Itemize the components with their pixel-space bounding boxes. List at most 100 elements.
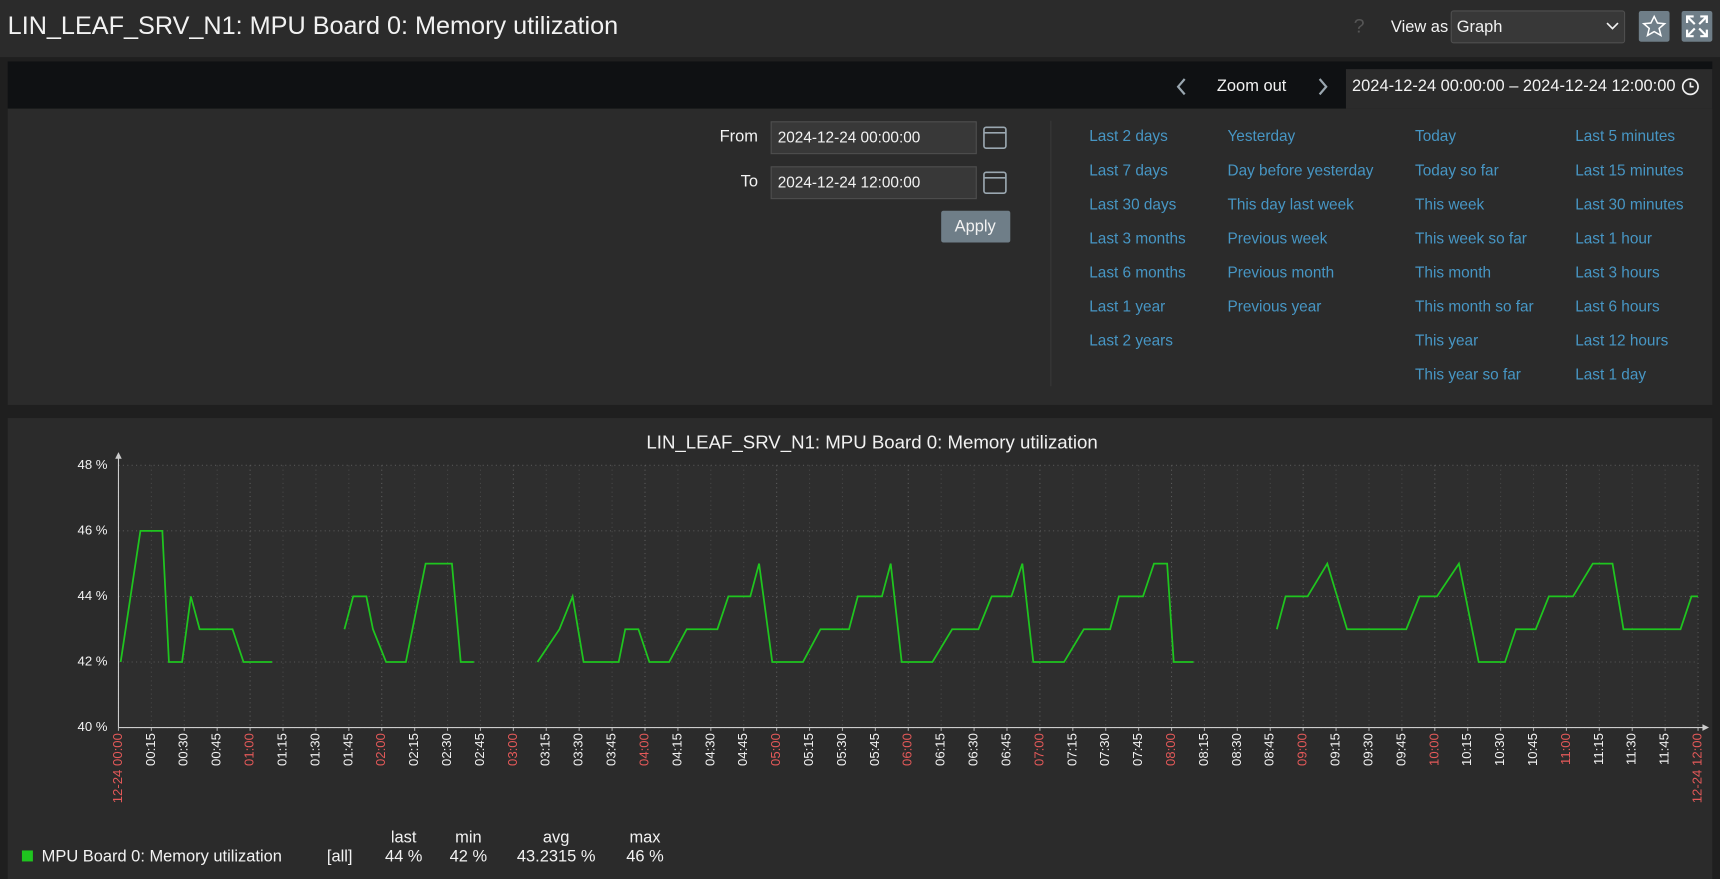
- legend-stat-header: min: [455, 829, 481, 847]
- from-calendar[interactable]: [983, 126, 1007, 149]
- quick-range-link[interactable]: Previous year: [1227, 298, 1321, 315]
- x-tick-label: 05:30: [834, 733, 849, 766]
- quick-range-link[interactable]: Last 1 day: [1575, 366, 1646, 383]
- quick-range-link[interactable]: This week so far: [1415, 230, 1527, 247]
- x-tick-label: 05:15: [801, 733, 816, 766]
- quick-range-link[interactable]: Last 15 minutes: [1575, 162, 1684, 179]
- quick-range-link[interactable]: Last 30 minutes: [1575, 196, 1684, 213]
- x-tick-label: 03:00: [505, 733, 520, 766]
- next-arrow[interactable]: [1318, 78, 1328, 96]
- quick-range-link[interactable]: Day before yesterday: [1227, 162, 1373, 179]
- quick-range-link[interactable]: Today so far: [1415, 162, 1499, 179]
- quick-range-link[interactable]: Last 3 hours: [1575, 264, 1660, 281]
- apply-button[interactable]: [941, 210, 1011, 243]
- zoom-out[interactable]: Zoom out: [1217, 77, 1287, 95]
- quick-range-link[interactable]: This month: [1415, 264, 1491, 281]
- from-value: 2024-12-24 00:00:00: [778, 129, 921, 146]
- x-tick-label: 00:15: [143, 733, 158, 766]
- y-tick-label: 48 %: [78, 457, 108, 472]
- filter-panel: [7, 108, 1713, 405]
- x-tick-label: 10:15: [1459, 733, 1474, 766]
- x-tick-label: 04:15: [669, 733, 684, 766]
- quick-range-link[interactable]: This week: [1415, 196, 1484, 213]
- time-tab[interactable]: [1345, 69, 1713, 109]
- x-axis-arrow: [1702, 724, 1710, 731]
- x-tick-label: 02:00: [373, 733, 388, 766]
- legend-stat-header: last: [391, 829, 417, 847]
- legend-swatch: [21, 850, 33, 862]
- legend-name: MPU Board 0: Memory utilization: [42, 847, 282, 865]
- series-line: [119, 530, 1699, 663]
- x-tick-label: 12-24 00:00: [110, 733, 125, 803]
- select-chevron: [1606, 22, 1619, 30]
- quick-range-link[interactable]: Last 1 hour: [1575, 230, 1652, 247]
- to-calendar[interactable]: [983, 171, 1007, 194]
- x-tick-label: 07:15: [1064, 733, 1079, 766]
- fullscreen-icon: [1685, 15, 1708, 38]
- x-tick-label: 06:15: [933, 733, 948, 766]
- quick-range-link[interactable]: Last 2 years: [1089, 332, 1173, 349]
- x-tick-label: 11:45: [1657, 733, 1672, 765]
- favorite-button[interactable]: [1638, 10, 1670, 42]
- x-tick-label: 01:00: [242, 733, 257, 766]
- x-tick-label: 06:30: [966, 733, 981, 766]
- x-tick-label: 08:30: [1229, 733, 1244, 766]
- chart-title: LIN_LEAF_SRV_N1: MPU Board 0: Memory uti…: [646, 431, 1097, 453]
- x-tick-label: 09:00: [1295, 733, 1310, 766]
- to-input[interactable]: [770, 166, 977, 200]
- quick-range-link[interactable]: This year so far: [1415, 366, 1521, 383]
- x-tick-label: 09:45: [1393, 733, 1408, 766]
- x-tick-label: 11:00: [1558, 733, 1573, 765]
- quick-range-link[interactable]: Last 5 minutes: [1575, 128, 1675, 145]
- calendar-icons: [983, 126, 1007, 194]
- view-as-select[interactable]: [1450, 10, 1626, 44]
- help-icon[interactable]: ?: [1354, 16, 1365, 38]
- time-range: 2024-12-24 00:00:00 – 2024-12-24 12:00:0…: [1352, 77, 1675, 95]
- legend-stat-value: 44 %: [385, 847, 423, 865]
- quick-range-link[interactable]: Last 1 year: [1089, 298, 1165, 315]
- quick-range-link[interactable]: Last 2 days: [1089, 128, 1168, 145]
- quick-range-link[interactable]: Last 30 days: [1089, 196, 1176, 213]
- quick-range-link[interactable]: Previous month: [1227, 264, 1334, 281]
- quick-range-link[interactable]: Today: [1415, 128, 1456, 145]
- x-tick-label: 12-24 12:00: [1690, 733, 1705, 803]
- clock-icon: [1681, 78, 1699, 96]
- page-title: LIN_LEAF_SRV_N1: MPU Board 0: Memory uti…: [8, 12, 619, 40]
- x-tick-label: 09:30: [1360, 733, 1375, 766]
- to-label: To: [741, 173, 758, 191]
- x-tick-label: 09:15: [1328, 733, 1343, 766]
- apply-label: Apply: [955, 217, 997, 235]
- quick-range-link[interactable]: Last 3 months: [1089, 230, 1186, 247]
- x-tick-label: 10:45: [1525, 733, 1540, 766]
- x-tick-label: 11:15: [1591, 733, 1606, 765]
- quick-range-link[interactable]: This year: [1415, 332, 1478, 349]
- quick-range-link[interactable]: Yesterday: [1227, 128, 1295, 145]
- x-tick-label: 03:45: [604, 733, 619, 766]
- x-tick-label: 05:45: [867, 733, 882, 766]
- quick-range-link[interactable]: Previous week: [1227, 230, 1327, 247]
- quick-range-link[interactable]: Last 6 hours: [1575, 298, 1660, 315]
- x-tick-label: 04:30: [702, 733, 717, 766]
- x-tick-label: 01:45: [340, 733, 355, 766]
- quick-range-link[interactable]: Last 6 months: [1089, 264, 1186, 281]
- y-tick-label: 42 %: [78, 653, 108, 668]
- x-tick-label: 10:30: [1492, 733, 1507, 766]
- quick-range-link[interactable]: This month so far: [1415, 298, 1534, 315]
- y-tick-label: 44 %: [78, 588, 108, 603]
- from-label: From: [720, 128, 758, 146]
- quick-range-link[interactable]: Last 7 days: [1089, 162, 1168, 179]
- to-value: 2024-12-24 12:00:00: [778, 174, 921, 191]
- from-input[interactable]: [770, 121, 977, 155]
- x-tick-label: 11:30: [1624, 733, 1639, 765]
- legend-stat-value: 42 %: [450, 847, 488, 865]
- prev-arrow[interactable]: [1176, 78, 1186, 96]
- legend-stat-header: avg: [543, 829, 570, 847]
- x-tick-label: 01:30: [307, 733, 322, 766]
- x-tick-label: 05:00: [768, 733, 783, 766]
- view-as-label: View as: [1391, 18, 1448, 36]
- legend-scope: [all]: [327, 847, 353, 865]
- quick-range-link[interactable]: This day last week: [1227, 196, 1354, 213]
- quick-range-link[interactable]: Last 12 hours: [1575, 332, 1668, 349]
